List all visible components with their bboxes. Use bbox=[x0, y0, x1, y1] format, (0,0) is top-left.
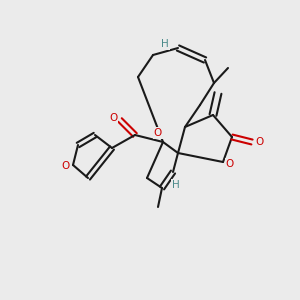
Text: H: H bbox=[172, 180, 180, 190]
Text: O: O bbox=[226, 159, 234, 169]
Text: O: O bbox=[255, 137, 263, 147]
Text: H: H bbox=[161, 39, 169, 49]
Text: O: O bbox=[61, 161, 69, 171]
Text: O: O bbox=[109, 113, 117, 123]
Text: O: O bbox=[154, 128, 162, 138]
